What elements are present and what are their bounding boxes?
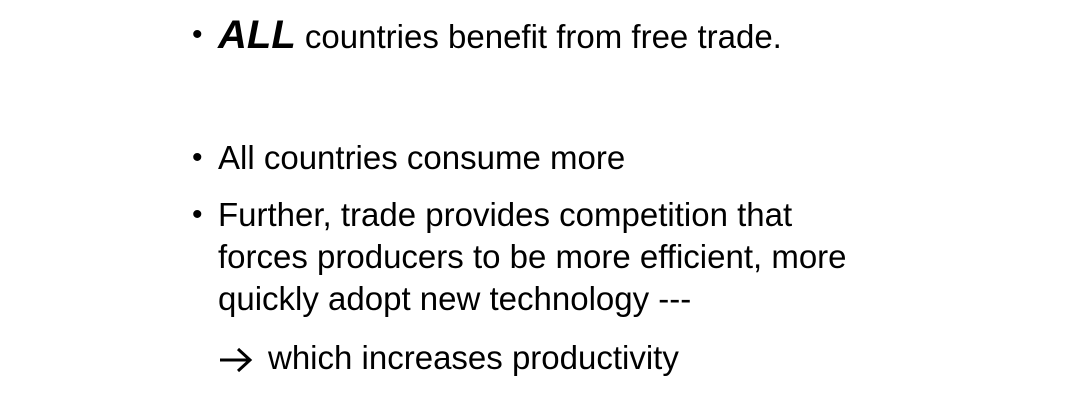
bullet-competition: • Further, trade provides competition th… (192, 194, 847, 320)
bullet-line: forces producers to be more efficient, m… (218, 238, 847, 275)
bullet-consume-more: • All countries consume more (192, 137, 625, 179)
bullet-text: ALL countries benefit from free trade. (218, 14, 782, 58)
bullet-text: All countries consume more (218, 139, 626, 176)
bullet-marker: • (192, 198, 203, 231)
bullet-line: Further, trade provides competition that (218, 196, 793, 233)
sub-point-text: which increases productivity (268, 339, 679, 376)
bullet-free-trade-benefit: • ALL countries benefit from free trade. (192, 14, 782, 58)
sub-point-productivity: which increases productivity (218, 337, 679, 379)
bullet-marker: • (192, 18, 203, 51)
bullet-marker: • (192, 141, 203, 174)
bullet-line: quickly adopt new technology --- (218, 280, 692, 317)
emphasis-text: ALL (218, 13, 296, 57)
bullet-text: Further, trade provides competition that… (218, 194, 847, 320)
arrow-right-icon (218, 343, 254, 373)
bullet-body-text: countries benefit from free trade. (295, 18, 782, 55)
